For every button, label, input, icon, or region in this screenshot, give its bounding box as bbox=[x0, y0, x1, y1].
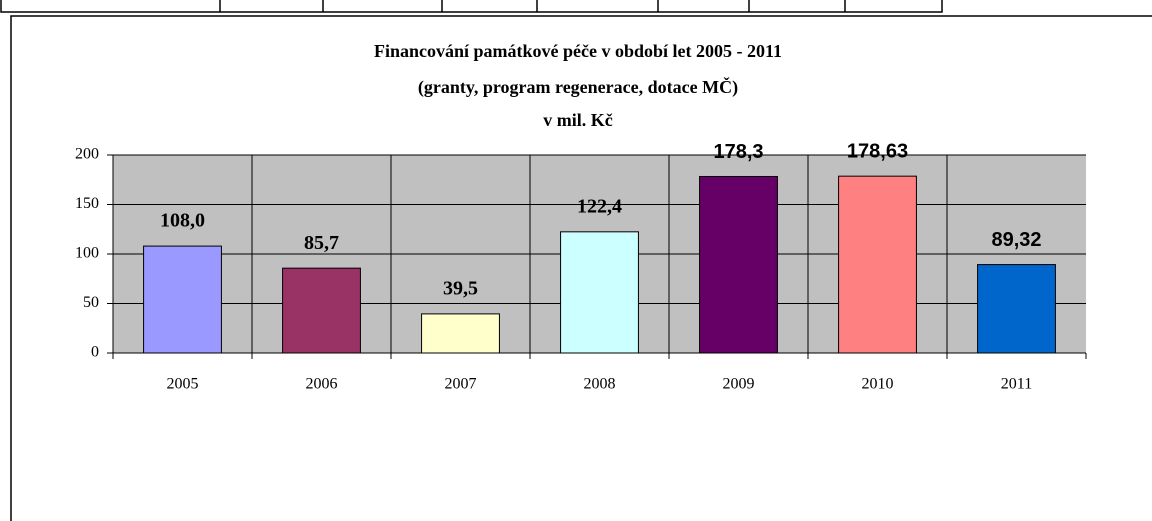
x-tick-label: 2005 bbox=[167, 376, 199, 393]
value-label: 85,7 bbox=[304, 232, 339, 254]
bar bbox=[699, 175, 778, 354]
x-tick-label: 2008 bbox=[584, 376, 616, 393]
value-label: 39,5 bbox=[443, 277, 478, 299]
x-tick-label: 2007 bbox=[445, 376, 477, 393]
value-label: 108,0 bbox=[160, 210, 205, 232]
chart-title: Financování památkové péče v období let … bbox=[374, 41, 782, 61]
x-tick-label: 2010 bbox=[862, 376, 894, 393]
chart-unit: v mil. Kč bbox=[543, 110, 613, 130]
value-label: 178,3 bbox=[713, 141, 763, 163]
y-tick-label: 200 bbox=[75, 146, 99, 163]
bar bbox=[560, 231, 639, 354]
x-tick-label: 2011 bbox=[1001, 376, 1032, 393]
bar bbox=[143, 245, 222, 354]
y-tick-label: 100 bbox=[75, 245, 99, 262]
table-strip bbox=[0, 0, 943, 13]
bar bbox=[282, 267, 361, 354]
x-tick-label: 2006 bbox=[306, 376, 338, 393]
y-tick-label: 150 bbox=[75, 195, 99, 212]
bar bbox=[977, 264, 1056, 354]
x-tick-label: 2009 bbox=[723, 376, 755, 393]
y-tick-label: 50 bbox=[83, 294, 99, 311]
bar bbox=[421, 313, 500, 354]
bar bbox=[838, 175, 917, 354]
value-label: 122,4 bbox=[577, 195, 622, 217]
value-label: 89,32 bbox=[991, 229, 1041, 251]
chart-frame bbox=[10, 15, 1152, 521]
value-label: 178,63 bbox=[847, 140, 908, 162]
y-tick-label: 0 bbox=[91, 344, 99, 361]
chart-subtitle: (granty, program regenerace, dotace MČ) bbox=[418, 76, 738, 98]
